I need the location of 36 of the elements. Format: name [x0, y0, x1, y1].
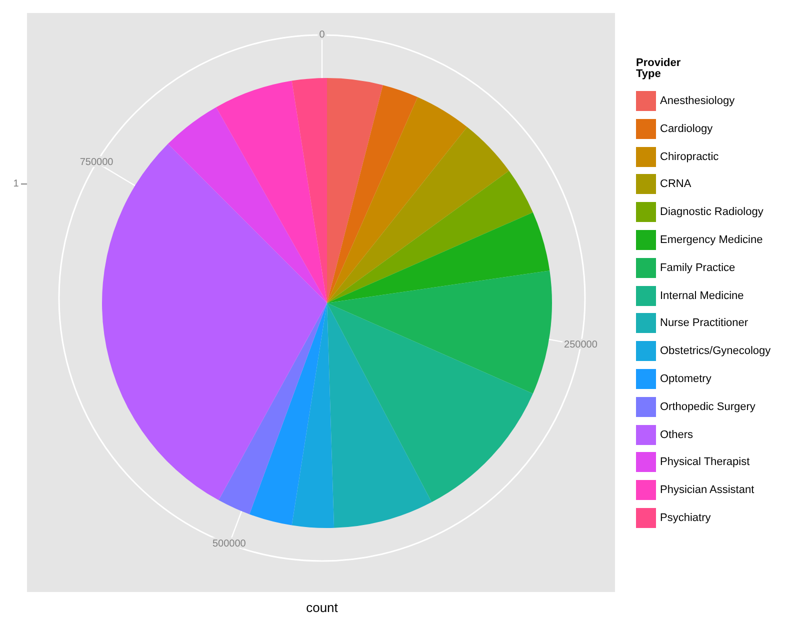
legend-label: Optometry: [660, 372, 712, 385]
text: count: [306, 600, 338, 615]
pie-slice: [218, 303, 327, 514]
pie-slice: [327, 212, 550, 303]
pie-slice: [216, 80, 327, 303]
pie-slice: [249, 303, 327, 526]
legend-title: Provider Type: [636, 57, 682, 80]
pie-slice: [327, 85, 418, 303]
pie-slice: [327, 303, 432, 528]
text: 1: [13, 178, 20, 190]
legend-label: Orthopedic Surgery: [660, 400, 756, 413]
pie-slice: [292, 78, 327, 303]
pie-slice: [327, 126, 510, 303]
legend-label: Internal Medicine: [660, 290, 744, 302]
pie-slice: [327, 97, 468, 303]
legend-label: Emergency Medicine: [660, 234, 763, 246]
text: 500000: [212, 538, 246, 550]
legend-label: Others: [660, 428, 694, 441]
legend-label: Nurse Practitioner: [660, 317, 748, 330]
legend-label: Psychiatry: [660, 512, 711, 524]
legend-label: Cardiology: [660, 122, 713, 135]
legend-label: Chiropractic: [660, 150, 719, 163]
text: 0: [319, 30, 326, 40]
legend-label: Anesthesiology: [660, 95, 735, 107]
pie-slice: [292, 303, 334, 528]
legend-label: Obstetrics/Gynecology: [660, 345, 771, 358]
pie-slice: [168, 107, 327, 303]
legend-label: Family Practice: [660, 262, 736, 274]
legend-label: CRNA: [660, 178, 692, 190]
legend-label: Physical Therapist: [660, 456, 750, 468]
pie-slice: [327, 170, 533, 303]
text: 750000: [80, 157, 114, 168]
legend-label: Physician Assistant: [660, 484, 754, 496]
legend-label: Diagnostic Radiology: [660, 206, 764, 218]
text: 250000: [564, 340, 598, 351]
pie-slice: [327, 78, 383, 303]
